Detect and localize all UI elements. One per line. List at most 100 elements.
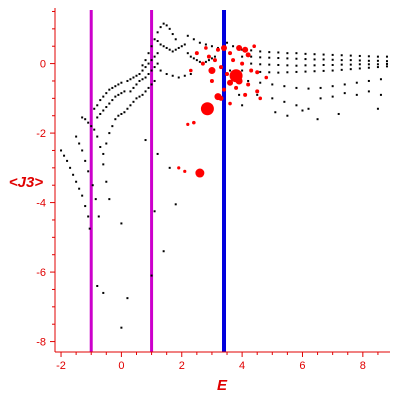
black-point	[358, 54, 361, 57]
black-point	[159, 69, 162, 72]
black-point	[259, 56, 262, 59]
black-point	[340, 68, 343, 71]
black-point	[322, 69, 325, 72]
black-point	[120, 92, 123, 95]
black-point	[283, 85, 286, 88]
black-point	[376, 63, 379, 66]
black-point	[313, 58, 316, 61]
black-point	[171, 33, 174, 36]
black-point	[135, 83, 138, 86]
black-point	[268, 51, 271, 54]
black-point	[102, 152, 105, 155]
black-point	[277, 57, 280, 60]
black-point	[120, 326, 123, 329]
black-point	[349, 59, 352, 62]
black-point	[241, 69, 244, 72]
red-point	[228, 51, 233, 56]
black-point	[385, 55, 388, 58]
black-point	[81, 194, 84, 197]
black-point	[331, 95, 334, 98]
black-point	[144, 76, 147, 79]
black-point	[141, 69, 144, 72]
black-point	[268, 56, 271, 59]
y-tick-label: -4	[36, 198, 46, 210]
black-point	[379, 93, 382, 96]
black-point	[180, 45, 183, 48]
black-point	[210, 57, 213, 60]
black-point	[159, 26, 162, 29]
y-tick-label: -2	[36, 128, 46, 140]
black-point	[123, 90, 126, 93]
black-point	[226, 41, 229, 44]
black-point	[313, 53, 316, 56]
black-point	[376, 59, 379, 62]
black-point	[256, 93, 259, 96]
black-point	[195, 59, 198, 62]
black-point	[90, 125, 93, 128]
black-point	[250, 55, 253, 58]
black-point	[268, 71, 271, 74]
red-point	[208, 67, 216, 75]
black-point	[259, 63, 262, 66]
black-point	[319, 86, 322, 89]
black-point	[271, 97, 274, 100]
black-point	[322, 58, 325, 61]
y-tick-label: -6	[36, 267, 46, 279]
black-point	[337, 112, 340, 115]
black-point	[259, 81, 262, 84]
black-point	[355, 81, 358, 84]
black-point	[229, 69, 232, 72]
black-point	[117, 114, 120, 117]
black-point	[286, 114, 289, 117]
red-point	[200, 102, 214, 116]
black-point	[114, 118, 117, 121]
red-point	[221, 44, 228, 51]
black-point	[108, 198, 111, 201]
black-point	[153, 210, 156, 213]
black-point	[295, 104, 298, 107]
black-point	[75, 135, 78, 138]
red-points-group	[177, 44, 269, 178]
red-point	[245, 52, 251, 58]
black-point	[147, 86, 150, 89]
black-point	[105, 92, 108, 95]
black-point	[84, 118, 87, 121]
red-point	[206, 54, 211, 59]
black-point	[171, 50, 174, 53]
black-point	[108, 132, 111, 135]
black-point	[135, 74, 138, 77]
black-point	[295, 86, 298, 89]
black-point	[105, 142, 108, 145]
black-point	[183, 74, 186, 77]
black-point	[78, 142, 81, 145]
black-point	[295, 70, 298, 73]
red-point	[222, 87, 227, 92]
black-point	[87, 215, 90, 218]
black-points-group	[60, 22, 388, 329]
black-point	[105, 180, 108, 183]
black-point	[379, 78, 382, 81]
black-point	[96, 135, 99, 138]
black-point	[168, 27, 171, 30]
black-point	[123, 111, 126, 114]
black-point	[250, 49, 253, 52]
black-point	[189, 55, 192, 58]
black-point	[304, 64, 307, 67]
black-point	[168, 48, 171, 51]
black-point	[192, 38, 195, 41]
black-point	[207, 59, 210, 62]
black-point	[316, 118, 319, 121]
black-point	[97, 215, 100, 218]
black-point	[349, 54, 352, 57]
black-point	[60, 149, 63, 152]
black-point	[165, 24, 168, 27]
black-point	[340, 59, 343, 62]
black-point	[213, 55, 216, 58]
red-point	[218, 95, 224, 101]
black-point	[153, 38, 156, 41]
red-point	[246, 82, 251, 87]
black-point	[93, 128, 96, 131]
black-point	[78, 187, 81, 190]
black-point	[144, 139, 147, 142]
black-point	[286, 57, 289, 60]
